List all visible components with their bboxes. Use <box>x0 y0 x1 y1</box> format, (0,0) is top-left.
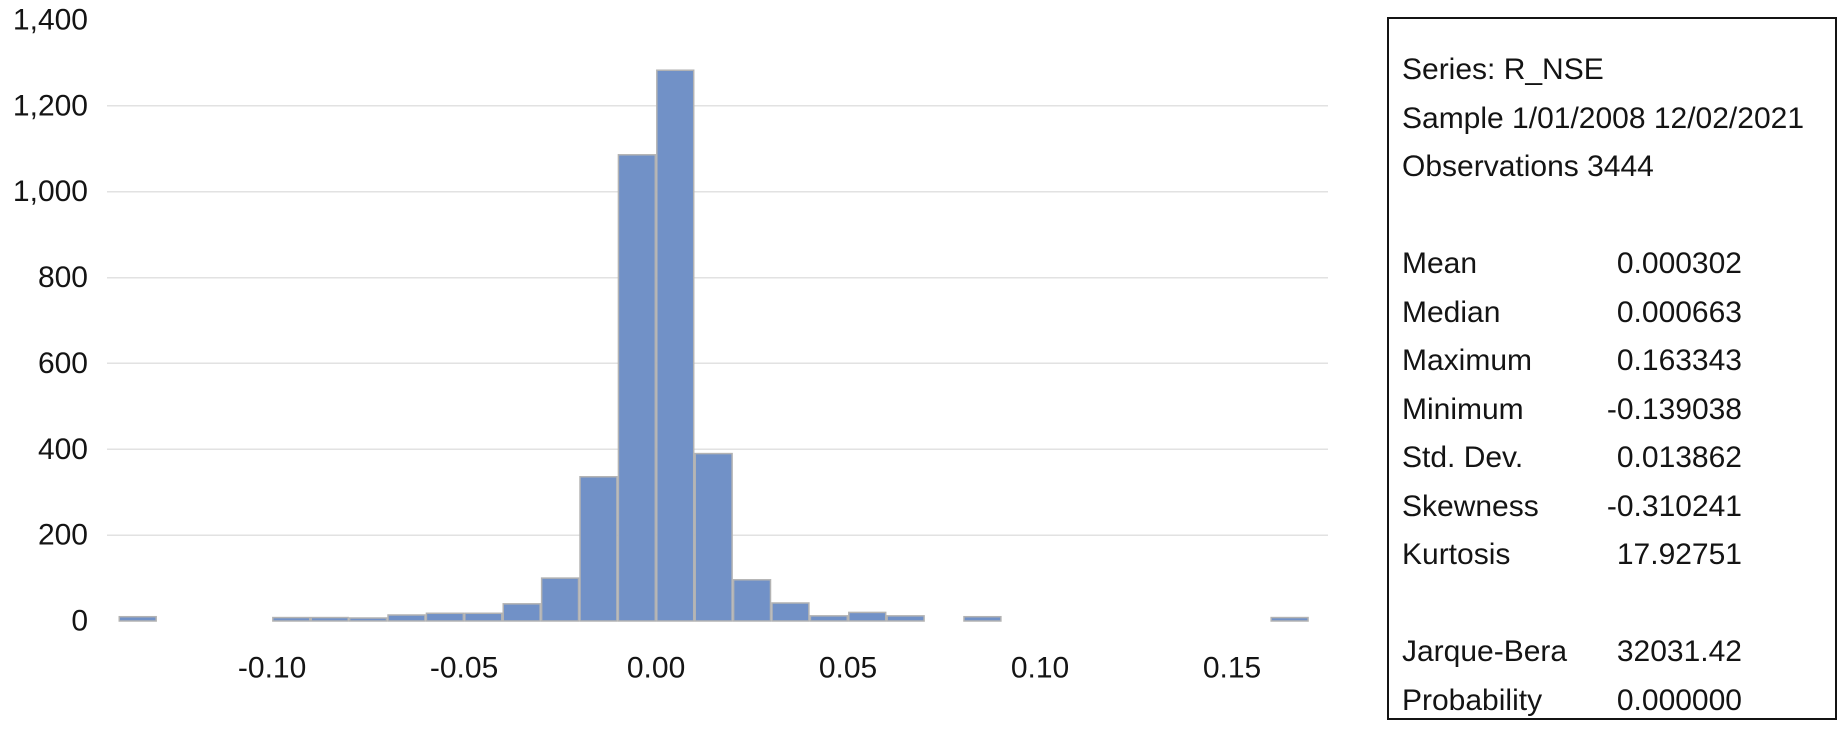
spacer-row <box>1402 580 1742 629</box>
histogram-bar <box>809 615 849 622</box>
stat-value: 0.000663 <box>1616 295 1742 329</box>
stat-text: Series: R_NSE <box>1402 53 1604 86</box>
stat-value: -0.310241 <box>1606 489 1742 523</box>
spacer-row <box>1402 192 1742 241</box>
histogram-bar <box>694 452 733 622</box>
y-tick-label: 400 <box>38 433 88 466</box>
stats-header-line: Series: R_NSE <box>1402 46 1742 95</box>
stat-row: Minimum -0.139038 <box>1402 386 1742 435</box>
x-tick-label: 0.15 <box>1203 652 1261 685</box>
histogram-bar <box>886 615 925 622</box>
histogram-bar <box>771 602 810 622</box>
histogram-bar <box>387 614 426 622</box>
histogram-bar <box>848 611 887 622</box>
stat-value: 0.163343 <box>1616 344 1742 377</box>
y-tick-label: 1,200 <box>13 89 88 122</box>
stat-label: Std. Dev. <box>1402 441 1524 474</box>
histogram-bar <box>464 612 503 622</box>
stat-label: Minimum <box>1402 392 1524 426</box>
histogram-bar <box>348 617 388 622</box>
stat-row: Mean 0.000302 <box>1402 240 1742 289</box>
stat-row: Probability 0.000000 <box>1402 677 1742 726</box>
stats-header-line: Observations 3444 <box>1402 143 1742 192</box>
stat-value: 17.92751 <box>1616 538 1742 571</box>
stat-row: Kurtosis 17.92751 <box>1402 531 1742 580</box>
gridlines <box>107 105 1328 536</box>
y-tick-label: 1,000 <box>13 175 88 208</box>
y-tick-label: 0 <box>71 605 88 638</box>
x-tick-label: 0.05 <box>819 652 877 685</box>
histogram-bar <box>617 154 657 622</box>
stat-label: Mean <box>1402 247 1478 280</box>
stat-value: 32031.42 <box>1616 635 1742 668</box>
histogram-bar <box>732 579 772 622</box>
histogram-bar <box>272 616 311 622</box>
x-axis-labels: -0.10 -0.05 0.00 0.05 0.10 0.15 <box>238 652 1261 685</box>
histogram-bar <box>310 616 349 622</box>
histogram-bar <box>540 577 580 622</box>
y-tick-label: 600 <box>38 347 88 380</box>
stat-value: 0.000302 <box>1616 247 1742 280</box>
histogram-bar <box>425 612 465 622</box>
stat-label: Kurtosis <box>1402 538 1511 571</box>
stat-text: Observations 3444 <box>1402 150 1654 183</box>
y-tick-label: 800 <box>38 261 88 294</box>
x-tick-label: -0.10 <box>238 652 306 685</box>
stats-header-line: Sample 1/01/2008 12/02/2021 <box>1402 95 1804 144</box>
stats-panel: Series: R_NSE Sample 1/01/2008 12/02/2021… <box>1387 17 1837 720</box>
y-tick-label: 200 <box>38 519 88 552</box>
stat-row: Jarque-Bera 32031.42 <box>1402 628 1742 677</box>
stat-row: Median 0.000663 <box>1402 289 1742 338</box>
stat-value: 0.000000 <box>1616 683 1742 717</box>
y-tick-label: 1,400 <box>13 4 88 37</box>
stat-text: Sample 1/01/2008 12/02/2021 <box>1402 101 1804 135</box>
x-tick-label: 0.10 <box>1011 652 1069 685</box>
stat-row: Maximum 0.163343 <box>1402 337 1742 386</box>
x-tick-label: -0.05 <box>430 652 498 685</box>
stat-row: Skewness -0.310241 <box>1402 483 1742 532</box>
stat-label: Maximum <box>1402 344 1533 377</box>
histogram-bar <box>118 615 157 622</box>
histogram-bar <box>579 476 618 622</box>
histogram-bar <box>656 69 695 622</box>
stat-label: Skewness <box>1402 489 1539 523</box>
histogram-bar <box>1270 616 1309 622</box>
y-axis-labels: 0 200 400 600 800 1,000 1,200 1,400 <box>13 4 88 638</box>
histogram-bar <box>502 603 541 622</box>
histogram-bars <box>118 69 1309 622</box>
histogram-bar <box>963 615 1002 622</box>
stat-row: Std. Dev. 0.013862 <box>1402 434 1742 483</box>
stat-label: Median <box>1402 295 1501 329</box>
stat-value: -0.139038 <box>1606 392 1742 426</box>
stat-label: Probability <box>1402 683 1543 717</box>
x-tick-label: 0.00 <box>627 652 685 685</box>
stat-label: Jarque-Bera <box>1402 635 1568 668</box>
stat-value: 0.013862 <box>1616 441 1742 474</box>
